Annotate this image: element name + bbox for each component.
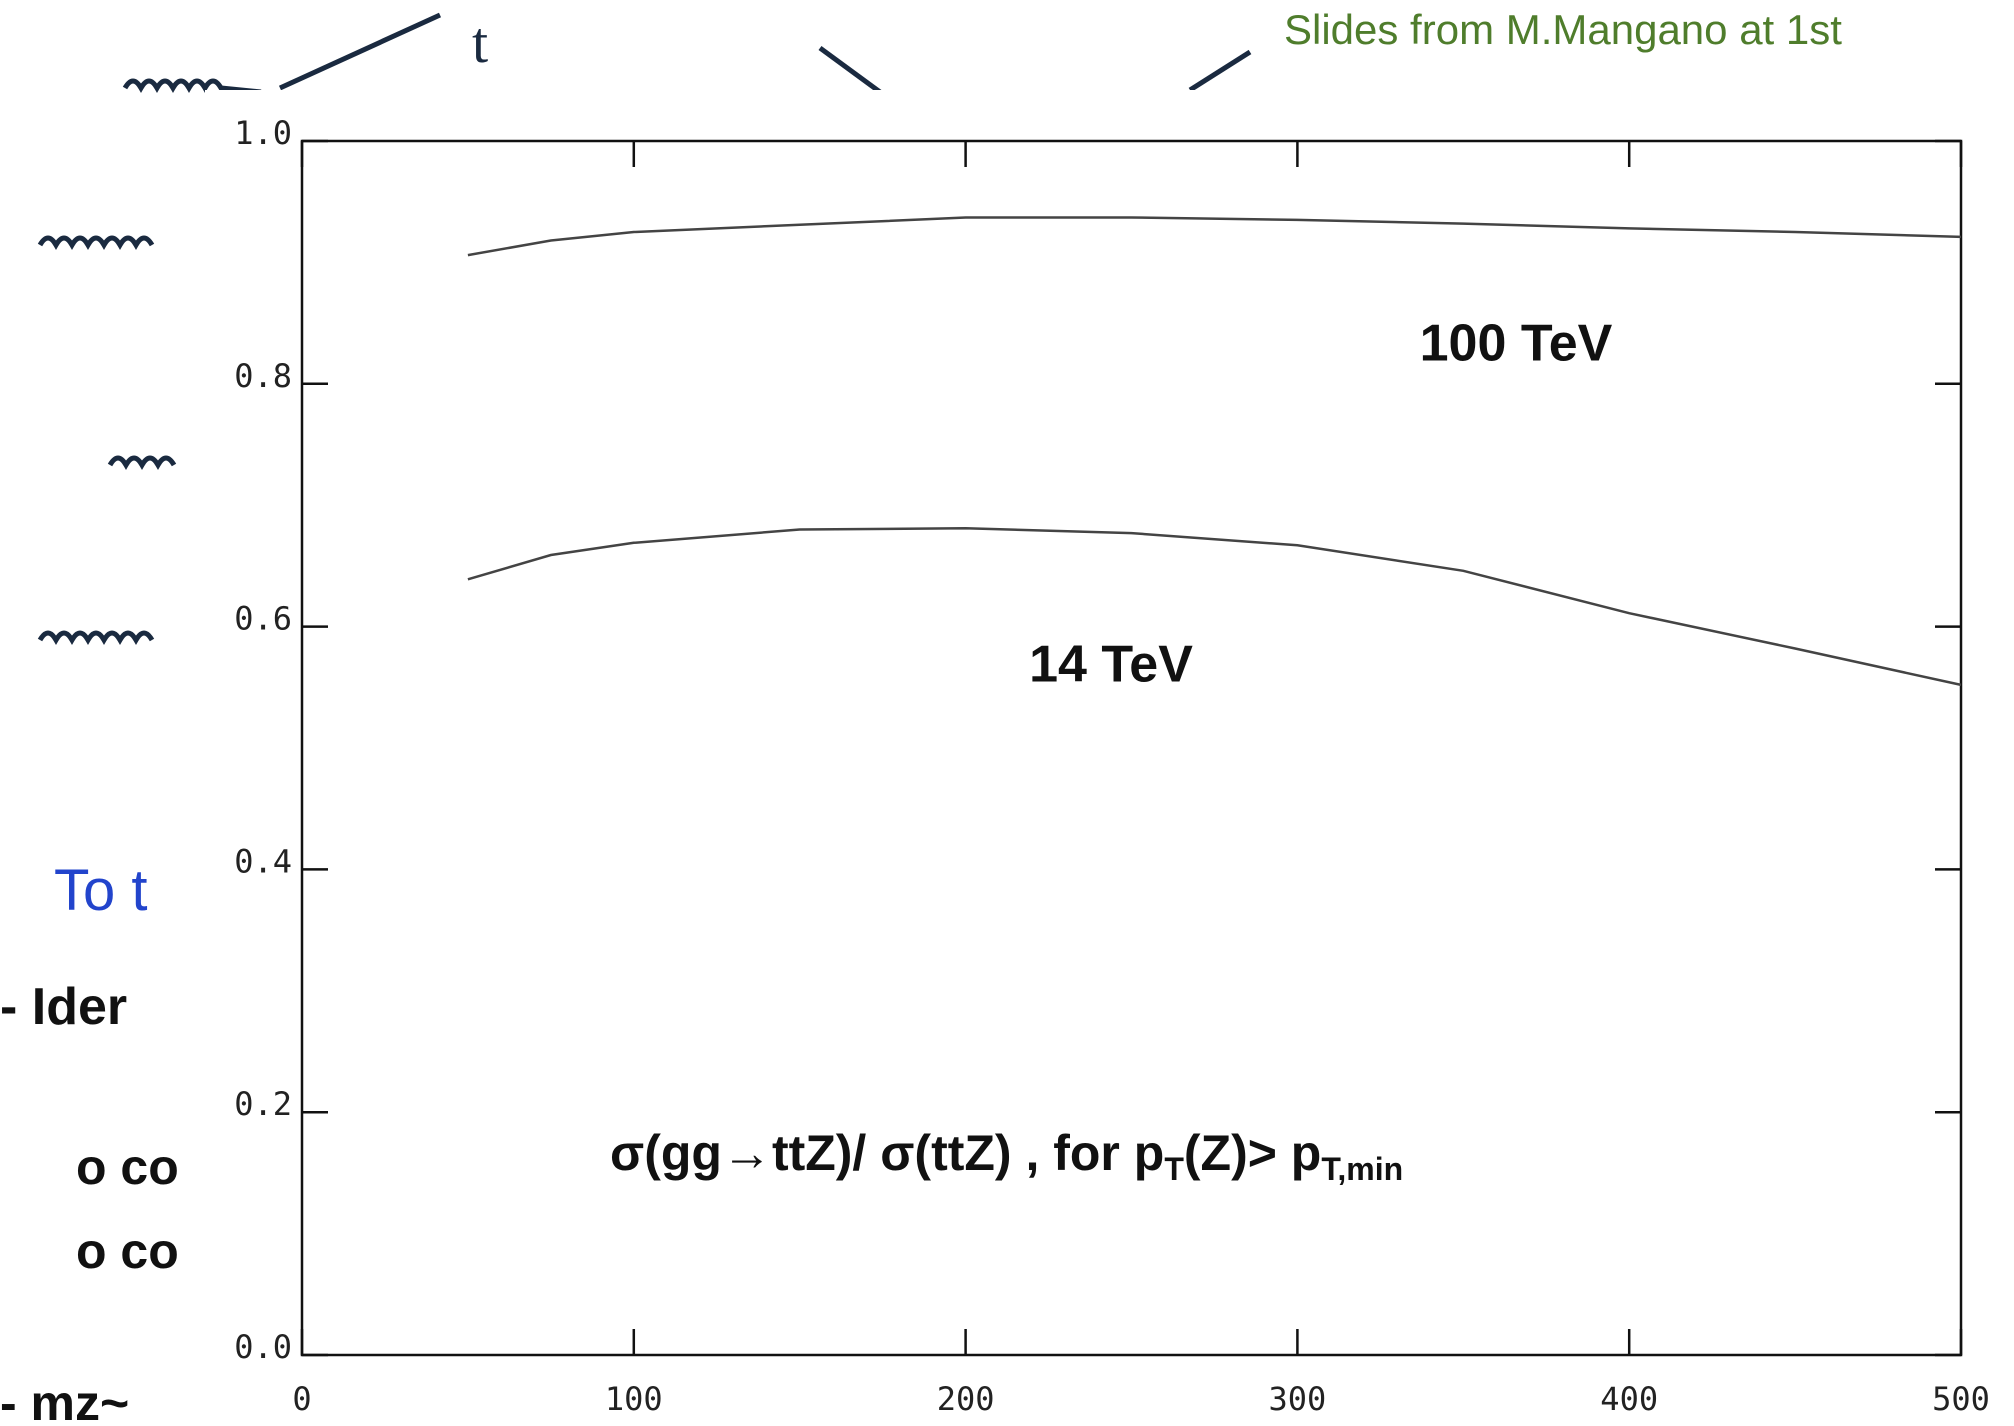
gluon	[122, 78, 262, 95]
plot-frame	[300, 139, 1963, 1357]
series-line	[467, 216, 1962, 257]
slide-text: o co	[76, 1223, 179, 1279]
slide-text: - mz~	[0, 1375, 129, 1426]
quark-line	[1188, 49, 1252, 93]
y-tick-label: 0.4	[234, 842, 292, 880]
x-tick-label: 500	[1932, 1380, 1990, 1418]
slide-text: - Ider	[0, 978, 127, 1036]
quark-line	[278, 12, 442, 91]
quark-line	[818, 45, 882, 95]
y-tick-label: 0.2	[234, 1085, 292, 1123]
annotation-part: T,min	[1321, 1151, 1403, 1187]
y-tick-label: 0.8	[234, 357, 292, 395]
gluon	[107, 455, 177, 471]
gluon	[37, 630, 155, 646]
annotation-part: T	[1164, 1151, 1184, 1187]
series-label: 14 TeV	[1029, 636, 1193, 694]
x-tick-label: 100	[605, 1380, 663, 1418]
source-note: Slides from M.Mangano at 1st	[1284, 6, 1842, 53]
x-tick-label: 200	[937, 1380, 995, 1418]
quark-label: t	[472, 10, 488, 75]
slide-heading: To t	[54, 858, 148, 923]
chart-panel	[205, 90, 2014, 1426]
x-tick-label: 400	[1600, 1380, 1658, 1418]
y-tick-label: 0.0	[234, 1328, 292, 1366]
x-tick-label: 0	[292, 1380, 311, 1418]
annotation-part: σ(gg→ttZ)/ σ(ttZ) , for p	[610, 1125, 1164, 1181]
feynman-diagram	[37, 12, 1252, 646]
series-label: 100 TeV	[1420, 315, 1613, 373]
annotation-part: (Z)> p	[1184, 1125, 1321, 1181]
series-line	[467, 527, 1962, 687]
slide-text: o co	[76, 1139, 179, 1195]
y-tick-label: 0.6	[234, 600, 292, 638]
annotation: σ(gg→ttZ)/ σ(ttZ) , for pT(Z)> pT,min	[610, 1125, 1403, 1187]
x-tick-label: 300	[1269, 1380, 1327, 1418]
gluon	[37, 235, 155, 251]
y-tick-label: 1.0	[234, 114, 292, 152]
